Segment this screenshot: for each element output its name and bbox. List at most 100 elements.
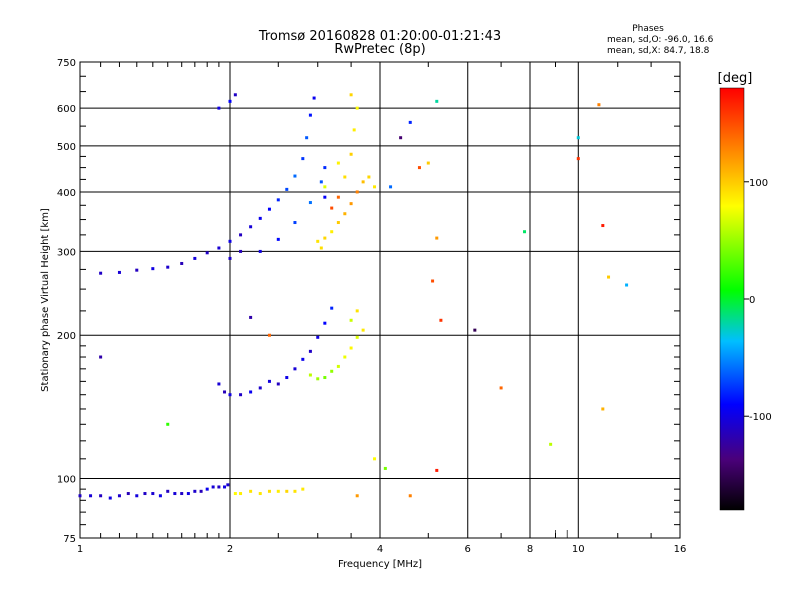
data-point bbox=[223, 485, 227, 489]
data-point bbox=[316, 335, 320, 339]
data-point bbox=[301, 157, 305, 161]
y-axis-label: Stationary phase Virtual Height [km] bbox=[40, 208, 51, 392]
data-point bbox=[343, 175, 347, 179]
data-point bbox=[323, 236, 327, 240]
data-point bbox=[205, 251, 209, 255]
data-point bbox=[293, 174, 297, 178]
data-point bbox=[285, 376, 289, 380]
data-point bbox=[276, 198, 280, 202]
y-axis-ticks: 75 100 200 300 400 500 600 750 bbox=[57, 58, 680, 545]
data-point bbox=[233, 93, 237, 97]
data-point bbox=[523, 230, 527, 234]
data-point bbox=[383, 466, 387, 470]
data-point bbox=[226, 483, 230, 487]
data-point bbox=[355, 494, 359, 498]
data-point bbox=[355, 335, 359, 339]
y-tick-label: 750 bbox=[57, 58, 76, 69]
data-point bbox=[352, 128, 356, 132]
data-point bbox=[367, 175, 371, 179]
data-point bbox=[99, 271, 103, 275]
data-point bbox=[166, 265, 170, 269]
phase-stats-x: mean, sd,X: 84.7, 18.8 bbox=[607, 46, 710, 56]
data-point bbox=[499, 386, 503, 390]
data-point bbox=[166, 489, 170, 493]
data-point bbox=[373, 457, 377, 461]
data-points bbox=[78, 93, 629, 500]
data-point bbox=[99, 494, 103, 498]
x-axis-label: Frequency [MHz] bbox=[338, 559, 422, 570]
data-point bbox=[293, 489, 297, 493]
data-point bbox=[439, 318, 443, 322]
data-point bbox=[228, 99, 232, 103]
x-tick-label: 8 bbox=[527, 544, 533, 555]
data-point bbox=[211, 485, 215, 489]
data-point bbox=[308, 113, 312, 117]
data-point bbox=[276, 237, 280, 241]
y-tick-label: 400 bbox=[57, 188, 76, 199]
x-tick-label: 1 bbox=[77, 544, 83, 555]
data-point bbox=[549, 442, 553, 446]
data-point bbox=[330, 206, 334, 210]
data-point bbox=[249, 315, 253, 319]
data-point bbox=[193, 256, 197, 260]
data-point bbox=[239, 233, 243, 237]
x-tick-label: 2 bbox=[227, 544, 233, 555]
data-point bbox=[316, 239, 320, 243]
data-point bbox=[173, 492, 177, 496]
data-point bbox=[239, 492, 243, 496]
data-point bbox=[126, 492, 130, 496]
data-point bbox=[217, 382, 221, 386]
data-point bbox=[249, 390, 253, 394]
data-point bbox=[336, 221, 340, 225]
data-point bbox=[293, 367, 297, 371]
data-point bbox=[228, 239, 232, 243]
data-point bbox=[78, 494, 82, 498]
colorbar-tick-label: 100 bbox=[749, 178, 768, 189]
data-point bbox=[89, 494, 93, 498]
data-point bbox=[389, 185, 393, 189]
data-point bbox=[349, 202, 353, 206]
data-point bbox=[312, 96, 316, 100]
data-point bbox=[625, 283, 629, 287]
data-point bbox=[267, 207, 271, 211]
data-point bbox=[151, 267, 155, 271]
data-point bbox=[601, 224, 605, 228]
data-point bbox=[117, 494, 121, 498]
data-point bbox=[408, 120, 412, 124]
data-point bbox=[417, 166, 421, 170]
chart-title: Tromsø 20160828 01:20:00-01:21:43 bbox=[258, 29, 501, 44]
colorbar-tick-label: 0 bbox=[749, 295, 755, 306]
data-point bbox=[408, 494, 412, 498]
data-point bbox=[435, 99, 439, 103]
data-point bbox=[267, 379, 271, 383]
data-point bbox=[135, 494, 139, 498]
data-point bbox=[143, 492, 147, 496]
data-point bbox=[249, 225, 253, 229]
data-point bbox=[319, 246, 323, 250]
data-point bbox=[217, 485, 221, 489]
data-point bbox=[308, 201, 312, 205]
y-tick-label: 300 bbox=[57, 247, 76, 258]
data-point bbox=[249, 489, 253, 493]
data-point bbox=[343, 355, 347, 359]
data-point bbox=[166, 422, 170, 426]
data-point bbox=[361, 328, 365, 332]
colorbar-ticks: 100 0 -100 bbox=[744, 178, 772, 423]
data-point bbox=[426, 161, 430, 165]
data-point bbox=[301, 487, 305, 491]
data-point bbox=[597, 103, 601, 107]
data-point bbox=[336, 364, 340, 368]
data-point bbox=[330, 306, 334, 310]
y-tick-label: 200 bbox=[57, 331, 76, 342]
data-point bbox=[601, 407, 605, 411]
data-point bbox=[151, 492, 155, 496]
data-point bbox=[239, 393, 243, 397]
data-point bbox=[435, 468, 439, 472]
data-point bbox=[285, 489, 289, 493]
data-point bbox=[258, 249, 262, 253]
data-point bbox=[319, 180, 323, 184]
phase-stats-o: mean, sd,O: -96.0, 16.6 bbox=[607, 35, 714, 45]
data-point bbox=[336, 195, 340, 199]
data-point bbox=[308, 373, 312, 377]
